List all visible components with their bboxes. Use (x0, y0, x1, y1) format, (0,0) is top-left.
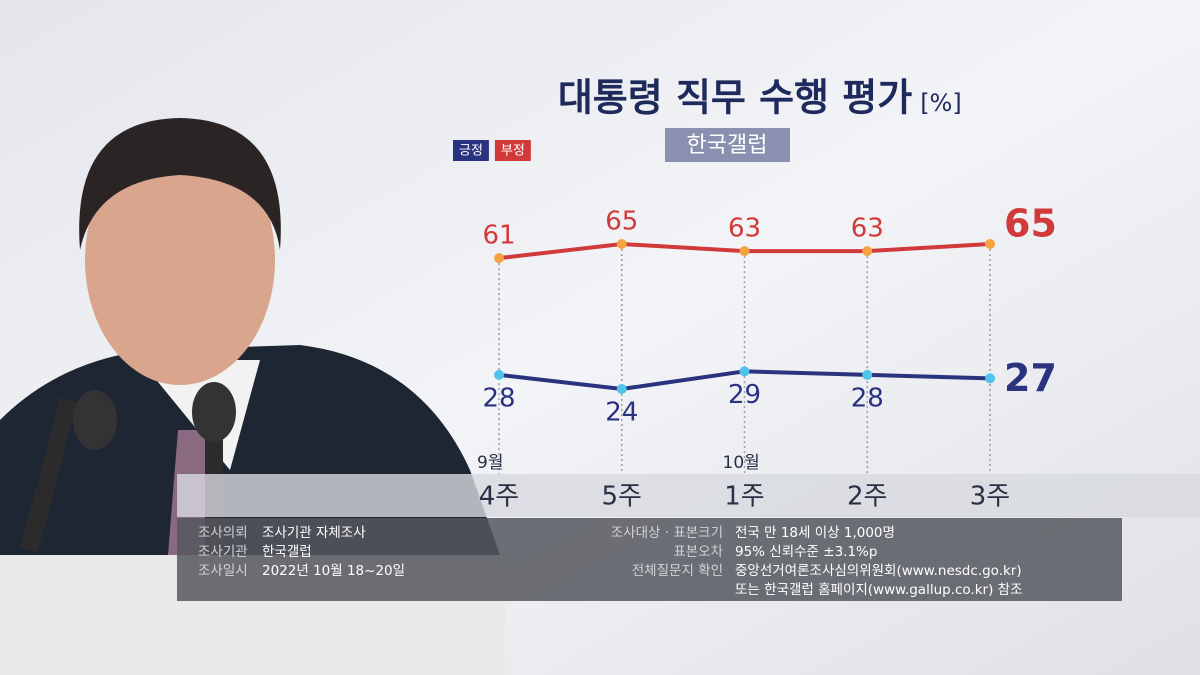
chart-title: 대통령 직무 수행 평가 (558, 76, 912, 120)
value-label: 65 (605, 207, 638, 237)
info-value: 조사기관 자체조사 (262, 525, 366, 541)
microphone (20, 397, 78, 553)
legend-swatch (494, 140, 531, 161)
value-label: 61 (482, 221, 515, 251)
subtitle: 한국갤럽 (687, 133, 768, 158)
data-point (494, 369, 504, 380)
value-label: 24 (605, 398, 638, 428)
data-point (616, 239, 627, 249)
x-tick-label: 3주 (970, 482, 1010, 512)
value-label: 29 (728, 380, 761, 410)
data-point (985, 239, 995, 249)
info-box (177, 518, 1122, 601)
month-label: 9월 (477, 453, 503, 473)
info-value: 중앙선거여론조사심의위원회(www.nesdc.go.kr) (735, 563, 1022, 579)
value-label: 65 (1004, 202, 1057, 246)
x-tick-label: 4주 (479, 482, 519, 512)
x-axis-band (177, 474, 1200, 517)
microphone-head (73, 390, 117, 450)
value-label: 27 (1004, 356, 1057, 400)
hair (79, 118, 281, 250)
microphone-head (192, 382, 236, 442)
value-label: 63 (728, 214, 761, 244)
info-value: 또는 한국갤럽 홈페이지(www.gallup.co.kr) 참조 (735, 582, 1023, 598)
data-point (494, 253, 504, 264)
subtitle-box (665, 128, 790, 162)
data-point (862, 246, 873, 257)
info-value: 2022년 10월 18~20일 (262, 563, 405, 579)
info-value: 전국 만 18세 이상 1,000명 (735, 525, 895, 541)
info-label: 조사대상 · 표본크기 (611, 525, 723, 541)
info-value: 한국갤럽 (262, 544, 312, 560)
legend-swatch (453, 140, 489, 161)
info-value: 95% 신뢰수준 ±3.1%p (735, 544, 877, 560)
data-point (739, 366, 750, 377)
info-label: 조사의뢰 (198, 525, 248, 541)
data-point (739, 246, 750, 257)
data-point (616, 384, 627, 394)
month-label: 10월 (723, 453, 760, 473)
x-tick-label: 5주 (602, 482, 642, 512)
value-label: 28 (851, 383, 884, 413)
data-point (862, 369, 873, 380)
info-label: 조사기관 (198, 544, 248, 560)
value-label: 28 (482, 383, 515, 413)
value-label: 63 (851, 214, 884, 244)
legend-label: 긍정 (459, 144, 483, 159)
x-tick-label: 2주 (847, 482, 887, 512)
data-point (985, 373, 995, 384)
x-tick-label: 1주 (724, 482, 764, 512)
info-label: 전체질문지 확인 (632, 563, 723, 579)
info-label: 조사일시 (198, 563, 248, 579)
face (85, 135, 275, 385)
info-label: 표본오차 (673, 544, 723, 560)
unit-label: [%] (920, 89, 962, 117)
legend-label: 부정 (501, 144, 525, 159)
